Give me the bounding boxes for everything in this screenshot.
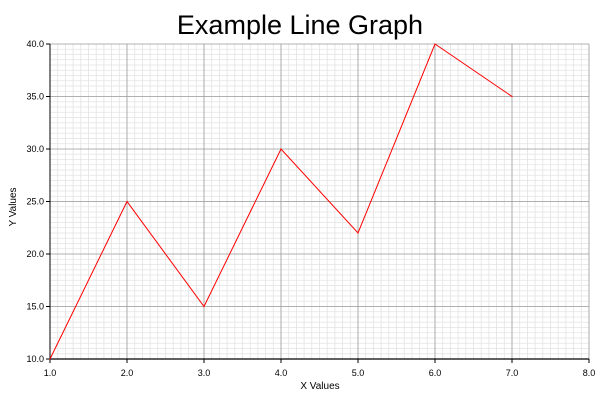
x-tick-label: 4.0 — [275, 368, 288, 378]
data-point — [49, 358, 51, 360]
x-tick-label: 7.0 — [506, 368, 519, 378]
grid — [49, 43, 590, 360]
x-axis-label: X Values — [300, 381, 339, 392]
y-tick-label: 10.0 — [26, 354, 44, 364]
data-point — [203, 305, 205, 308]
x-tick-label: 8.0 — [583, 368, 596, 378]
data-point — [434, 43, 436, 45]
y-tick-label: 15.0 — [26, 302, 44, 312]
x-axis-ticks: 1.0 2.0 3.0 4.0 5.0 6.0 7.0 8.0 — [44, 359, 596, 378]
y-tick-label: 35.0 — [26, 92, 44, 102]
y-axis-ticks: 10.0 15.0 20.0 25.0 30.0 35.0 40.0 — [26, 39, 50, 364]
chart-title: Example Line Graph — [176, 10, 424, 40]
x-tick-label: 6.0 — [429, 368, 442, 378]
x-tick-label: 1.0 — [44, 368, 57, 378]
x-tick-label: 5.0 — [352, 368, 365, 378]
x-tick-label: 3.0 — [198, 368, 211, 378]
y-tick-label: 30.0 — [26, 144, 44, 154]
y-tick-label: 40.0 — [26, 39, 44, 49]
data-point — [357, 232, 359, 234]
y-axis-label: Y Values — [8, 187, 19, 226]
x-tick-label: 2.0 — [121, 368, 134, 378]
data-point — [511, 95, 513, 98]
data-point — [126, 200, 128, 203]
y-tick-label: 25.0 — [26, 197, 44, 207]
data-point — [280, 148, 282, 150]
y-tick-label: 20.0 — [26, 249, 44, 259]
series-group — [49, 43, 513, 360]
